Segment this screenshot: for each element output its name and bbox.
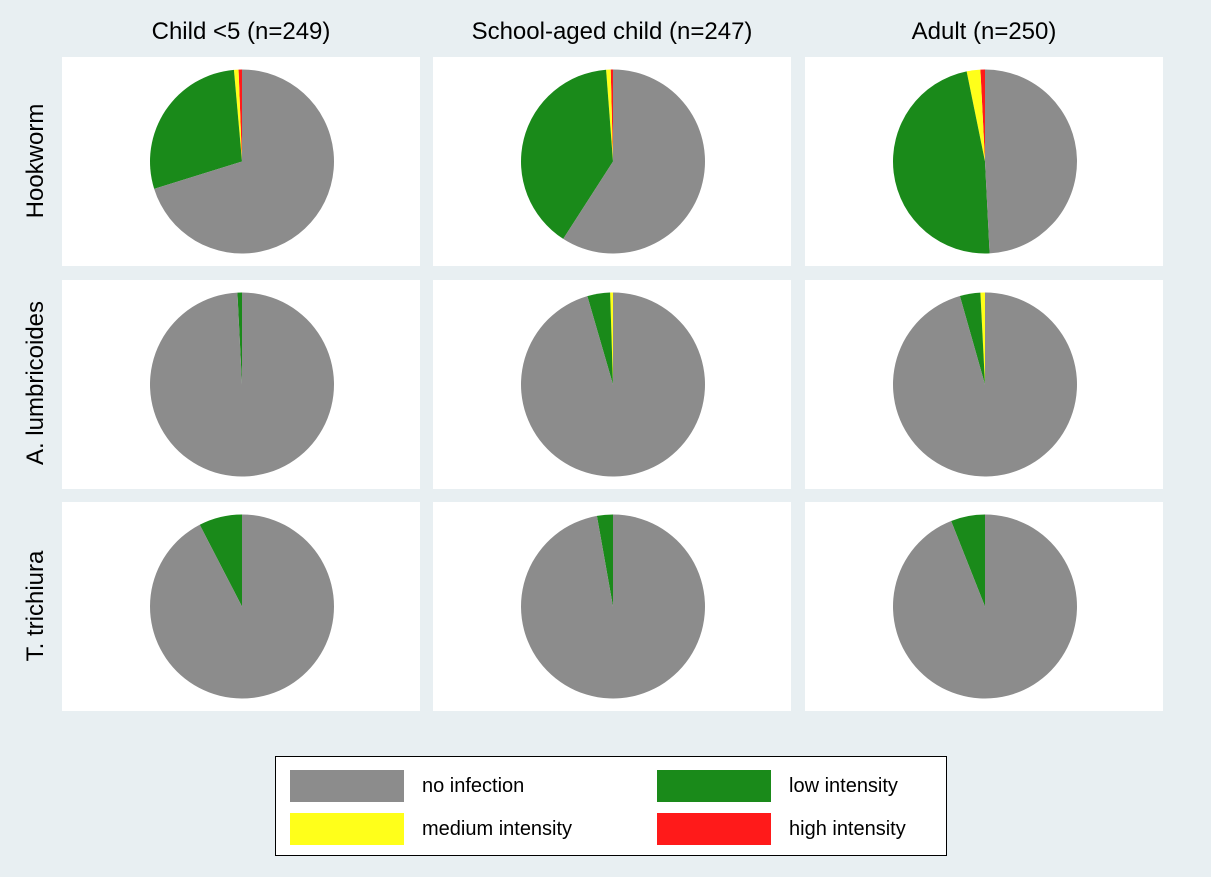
legend-label-medium-intensity: medium intensity xyxy=(422,818,573,840)
row-title-hookworm: Hookworm xyxy=(22,103,49,219)
legend-label-high-intensity: high intensity xyxy=(789,818,906,840)
chart-legend: no infection low intensity medium intens… xyxy=(275,756,947,856)
pie-slice-high-intensity xyxy=(980,69,985,162)
pie-panel-hookworm-school-aged-child-n-247 xyxy=(433,57,791,266)
pie-slice-no-infection xyxy=(150,292,335,477)
pie-slice-no-infection xyxy=(893,514,1077,699)
pie-slice-no-infection xyxy=(521,292,706,477)
legend-label-no-infection: no infection xyxy=(422,775,525,797)
legend-swatch-no-infection xyxy=(290,770,404,802)
legend-swatch-low-intensity xyxy=(657,770,771,802)
pie-slice-no-infection xyxy=(521,514,705,699)
pie-slice-medium-intensity xyxy=(980,292,985,385)
pie-chart xyxy=(150,292,335,477)
column-title-adult: Adult (n=250) xyxy=(911,18,1057,45)
pie-chart xyxy=(521,292,706,477)
pie-slice-high-intensity xyxy=(238,69,242,162)
pie-slice-low-intensity xyxy=(237,292,242,385)
pie-slice-medium-intensity xyxy=(966,69,985,162)
pie-chart xyxy=(893,292,1077,477)
pie-chart xyxy=(521,69,705,254)
pie-slice-low-intensity xyxy=(150,69,242,189)
pie-chart xyxy=(150,514,335,699)
pie-slice-no-infection xyxy=(150,514,335,699)
pie-slice-medium-intensity xyxy=(610,292,613,385)
pie-slice-low-intensity xyxy=(199,514,242,607)
pie-panel-t-trichiura-adult-n-250 xyxy=(805,502,1163,711)
pie-slice-low-intensity xyxy=(587,292,613,385)
pie-panel-a-lumbricoides-adult-n-250 xyxy=(805,280,1163,489)
pie-panel-a-lumbricoides-school-aged-child-n-247 xyxy=(433,280,791,489)
pie-slice-high-intensity xyxy=(610,69,613,162)
pie-panel-t-trichiura-child-5-n-249 xyxy=(62,502,420,711)
pie-slice-low-intensity xyxy=(959,292,985,385)
pie-slice-medium-intensity xyxy=(233,69,242,162)
pie-panel-hookworm-child-5-n-249 xyxy=(62,57,420,266)
pie-slice-no-infection xyxy=(985,69,1078,254)
pie-chart xyxy=(521,514,705,699)
pie-slice-low-intensity xyxy=(893,71,990,254)
pie-slice-no-infection xyxy=(154,69,334,254)
pie-chart xyxy=(150,69,334,254)
row-title-t-trichiura: T. trichiura xyxy=(22,550,49,662)
pie-panel-t-trichiura-school-aged-child-n-247 xyxy=(433,502,791,711)
row-title-a-lumbricoides: A. lumbricoides xyxy=(22,300,49,466)
pie-chart xyxy=(893,69,1078,254)
legend-swatch-high-intensity xyxy=(657,813,771,845)
pie-panel-hookworm-adult-n-250 xyxy=(805,57,1163,266)
column-title-school-aged-child: School-aged child (n=247) xyxy=(471,18,753,45)
pie-slice-no-infection xyxy=(893,292,1077,477)
pie-slice-low-intensity xyxy=(596,514,613,607)
pie-chart xyxy=(893,514,1077,699)
column-title-child-under-5: Child <5 (n=249) xyxy=(151,18,331,45)
pie-slice-medium-intensity xyxy=(606,69,613,162)
legend-label-low-intensity: low intensity xyxy=(789,775,898,797)
pie-slice-low-intensity xyxy=(951,514,985,607)
pie-slice-no-infection xyxy=(563,69,705,254)
legend-swatch-medium-intensity xyxy=(290,813,404,845)
pie-slice-low-intensity xyxy=(521,69,613,239)
pie-panel-a-lumbricoides-child-5-n-249 xyxy=(62,280,420,489)
